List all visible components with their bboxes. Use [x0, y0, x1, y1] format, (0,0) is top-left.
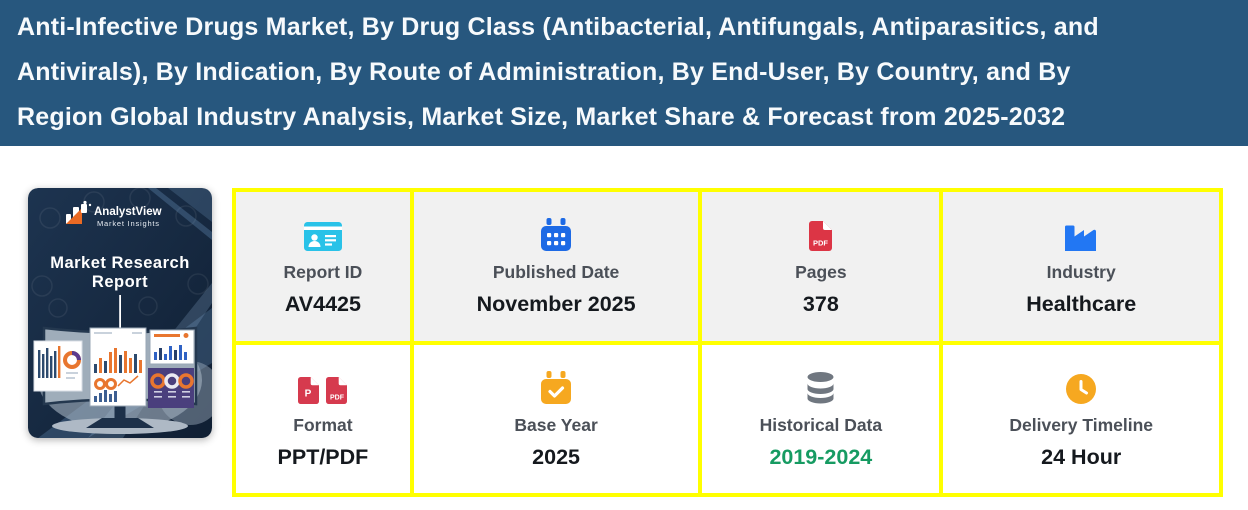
card-value: PPT/PDF — [277, 444, 369, 469]
page-title-line-1: Anti-Infective Drugs Market, By Drug Cla… — [17, 13, 1099, 41]
ppt-file-icon: P — [298, 376, 320, 404]
card-value: Healthcare — [1026, 292, 1137, 317]
card-label: Industry — [1046, 262, 1116, 283]
report-info-grid: Report ID AV4425 Published Date November… — [232, 188, 1223, 497]
card-label: Delivery Timeline — [1009, 414, 1154, 435]
svg-text:PDF: PDF — [813, 239, 828, 248]
card-value: 378 — [802, 292, 839, 317]
monitor-illustration — [33, 326, 212, 434]
brand-subtitle: Market Insights — [97, 219, 160, 228]
analystview-logo: AnalystView Market Insights — [66, 200, 162, 228]
pdf-file-icon: PDF — [809, 215, 833, 252]
info-card-published-date: Published Date November 2025 — [413, 192, 699, 341]
info-card-report-id: Report ID AV4425 — [236, 192, 410, 341]
left-report-page — [33, 340, 83, 392]
cover-pattern — [31, 188, 209, 318]
report-cover-thumbnail: AnalystView Market Insights Market Resea… — [28, 188, 212, 438]
card-label: Base Year — [514, 414, 598, 435]
svg-text:PDF: PDF — [330, 394, 345, 401]
card-label: Historical Data — [759, 414, 883, 435]
card-label: Published Date — [492, 262, 620, 283]
card-label: Pages — [795, 262, 847, 283]
cover-streak — [168, 188, 212, 222]
id-card-icon — [303, 215, 342, 252]
calendar-check-icon — [541, 368, 572, 404]
factory-icon — [1064, 215, 1098, 252]
card-label: Report ID — [283, 262, 363, 283]
right-top-report-page — [149, 329, 195, 365]
info-card-industry: Industry Healthcare — [943, 192, 1219, 341]
info-card-historical-data: Historical Data 2019-2024 — [702, 344, 940, 493]
page-title-line-2: Antivirals), By Indication, By Route of … — [17, 58, 1071, 86]
pdf-file-icon: PDF — [326, 376, 348, 404]
bar-chart-logo-icon — [66, 200, 92, 224]
info-card-format: P PDF Format PPT/PDF — [236, 344, 410, 493]
card-value: AV4425 — [284, 292, 361, 317]
database-icon — [807, 368, 834, 404]
svg-text:P: P — [305, 388, 312, 399]
ppt-pdf-files-icon: P PDF — [298, 368, 348, 404]
calendar-icon — [541, 215, 572, 252]
report-cover-illustration: AnalystView Market Insights Market Resea… — [28, 188, 212, 438]
center-report-page — [89, 327, 147, 407]
card-value: 2019-2024 — [769, 444, 873, 469]
right-bottom-report-panel — [148, 368, 194, 408]
clock-icon — [1066, 368, 1097, 404]
cover-title-line-2: Report — [92, 273, 148, 291]
card-value: 24 Hour — [1041, 444, 1122, 469]
card-label: Format — [293, 414, 353, 435]
info-card-base-year: Base Year 2025 — [413, 344, 699, 493]
card-value: November 2025 — [476, 292, 636, 317]
page-header: Anti-Infective Drugs Market, By Drug Cla… — [0, 0, 1248, 146]
card-value: 2025 — [532, 444, 580, 469]
cover-title-line-1: Market Research — [50, 254, 190, 272]
info-card-delivery-timeline: Delivery Timeline 24 Hour — [943, 344, 1219, 493]
brand-name: AnalystView — [94, 206, 162, 218]
page-title-line-3: Region Global Industry Analysis, Market … — [17, 103, 1066, 131]
info-card-pages: PDF Pages 378 — [702, 192, 940, 341]
